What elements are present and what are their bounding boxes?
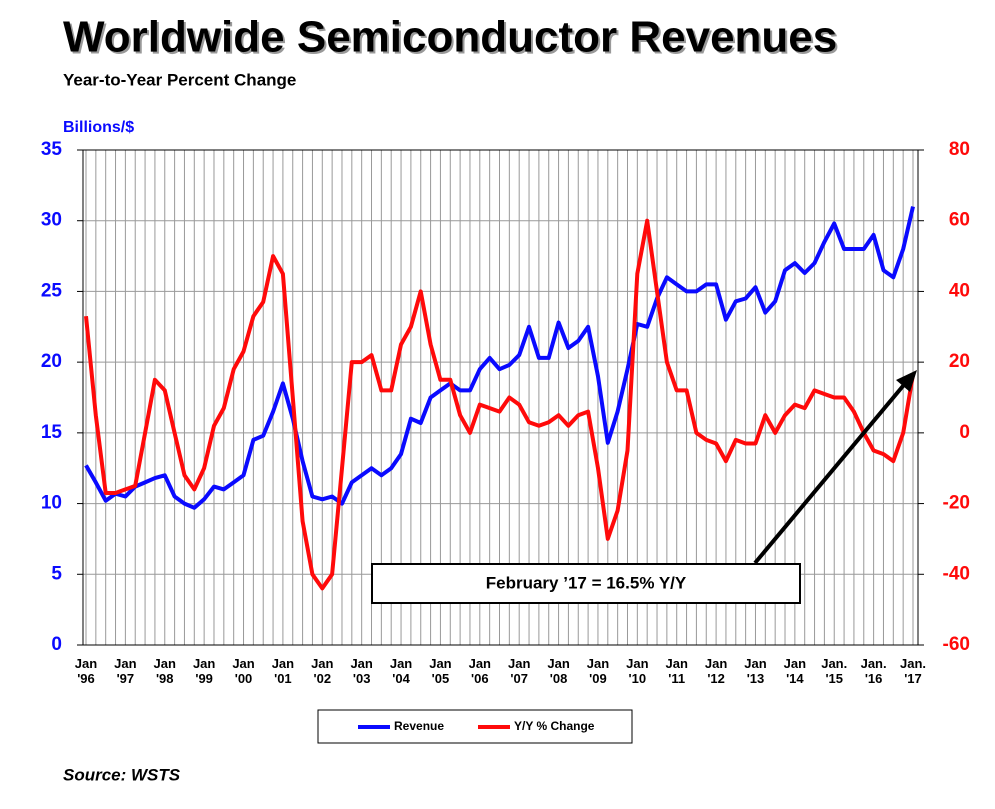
y-tick-label: 25 <box>41 280 63 301</box>
x-tick-label: Jan. '15 <box>821 656 848 686</box>
x-tick-label: Jan '05 <box>429 656 452 686</box>
x-tick-label: Jan. '16 <box>860 656 887 686</box>
x-tick-label: Jan '99 <box>192 656 216 686</box>
x-tick-label: Jan '98 <box>153 656 176 686</box>
y-axis-label: Billions/$ <box>63 119 134 136</box>
y2-tick-label: -20 <box>943 493 970 514</box>
x-tick-label: Jan '04 <box>389 656 413 686</box>
y2-tick-label: 0 <box>959 422 970 443</box>
x-tick-label: Jan '09 <box>586 656 610 686</box>
legend-label: Revenue <box>394 719 444 733</box>
x-tick-label: Jan '13 <box>744 656 767 686</box>
annotation: February ’17 = 16.5% Y/Y <box>486 573 687 592</box>
annotation-box <box>371 563 801 604</box>
y-tick-label: 35 <box>41 139 63 160</box>
x-tick-label: Jan '03 <box>350 656 373 686</box>
x-tick-label: Jan '10 <box>626 656 649 686</box>
y2-tick-label: 40 <box>949 280 970 301</box>
series-line <box>84 218 915 591</box>
x-tick-label: Jan '02 <box>311 656 334 686</box>
source: Source: WSTS <box>63 765 181 784</box>
y-tick-label: 10 <box>41 493 62 514</box>
x-tick-label: Jan. '17 <box>899 656 926 686</box>
x-tick-label: Jan '11 <box>665 656 688 686</box>
y-tick-label: 20 <box>41 351 62 372</box>
x-tick-label: Jan '12 <box>704 656 728 686</box>
chart-subtitle: Year-to-Year Percent Change <box>63 70 296 89</box>
x-tick-label: Jan '96 <box>74 656 98 686</box>
y-tick-label: 0 <box>51 634 62 655</box>
series-line <box>84 206 915 510</box>
arrow-line <box>753 378 910 565</box>
legend-label: Y/Y % Change <box>514 719 595 733</box>
y2-tick-label: 20 <box>949 351 970 372</box>
chart-title-shadow: Worldwide Semiconductor Revenues <box>65 15 839 64</box>
x-tick-label: Jan '14 <box>783 656 807 686</box>
x-tick-label: Jan '07 <box>507 656 531 686</box>
y2-tick-label: 60 <box>949 210 970 231</box>
y-tick-label: 5 <box>51 563 62 584</box>
x-tick-label: Jan '08 <box>547 656 570 686</box>
y2-tick-label: -40 <box>943 563 970 584</box>
y2-tick-label: 80 <box>949 139 970 160</box>
y2-tick-label: -60 <box>943 634 970 655</box>
x-tick-label: Jan '97 <box>114 656 137 686</box>
y-tick-label: 30 <box>41 210 62 231</box>
chart-title: Worldwide Semiconductor Revenues <box>63 13 837 62</box>
x-tick-label: Jan '01 <box>271 656 295 686</box>
x-tick-label: Jan '00 <box>232 656 255 686</box>
y-tick-label: 15 <box>41 422 63 443</box>
arrow-head <box>896 370 917 392</box>
x-tick-label: Jan '06 <box>468 656 491 686</box>
plot-frame <box>82 149 919 646</box>
